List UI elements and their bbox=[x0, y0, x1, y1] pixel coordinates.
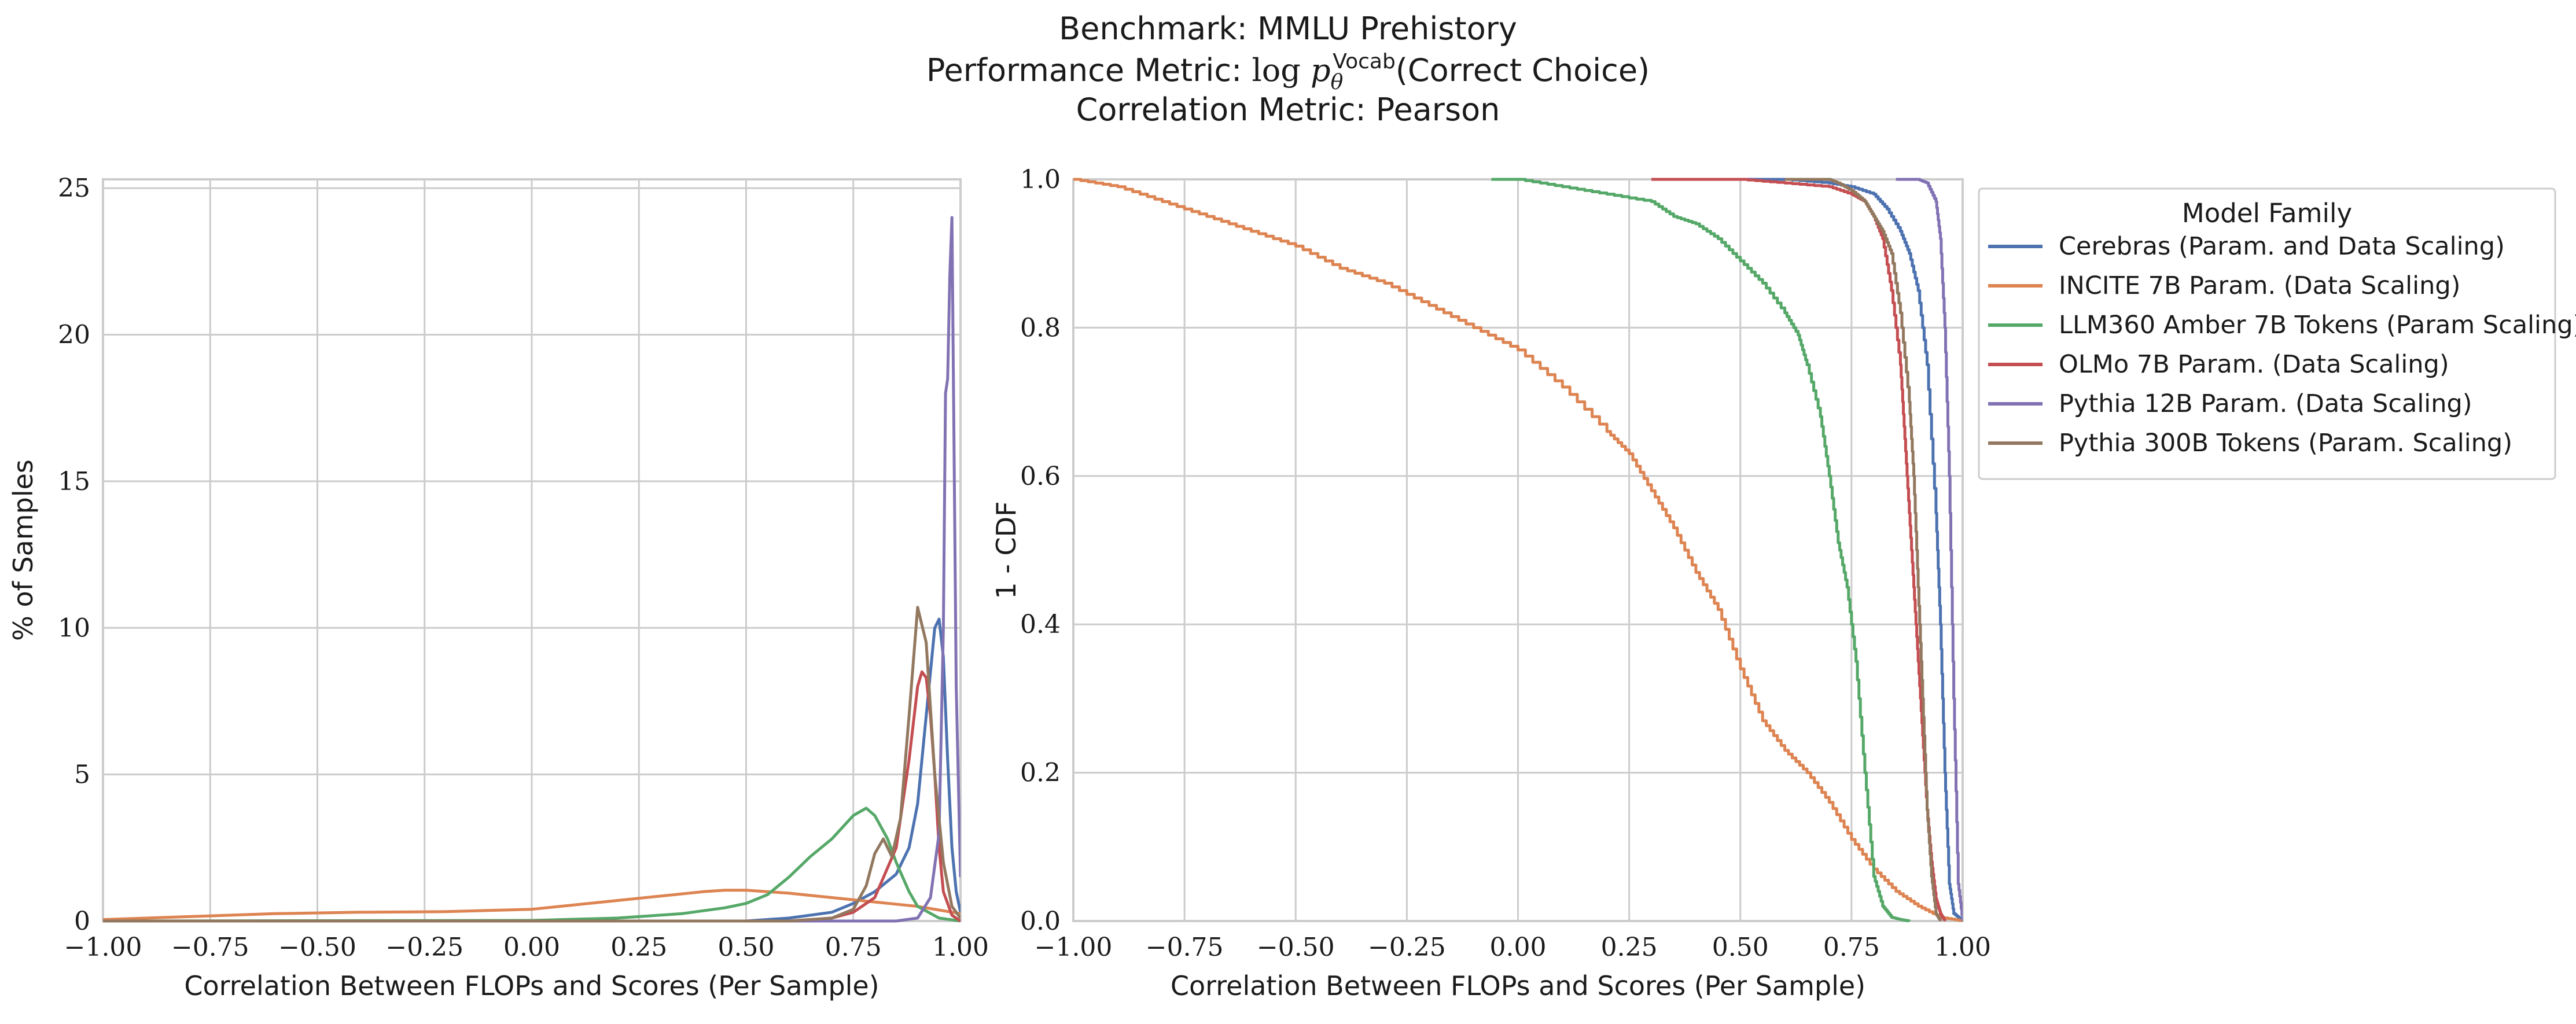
series-line bbox=[1651, 178, 1946, 922]
legend-label: OLMo 7B Param. (Data Scaling) bbox=[2059, 350, 2449, 379]
series-line bbox=[1784, 178, 1942, 922]
y-axis-label: % of Samples bbox=[8, 459, 39, 641]
x-tick-label: 1.00 bbox=[1934, 933, 1991, 962]
x-tick-label: 1.00 bbox=[932, 933, 989, 962]
chart-title-line1: Benchmark: MMLU Prehistory bbox=[1059, 10, 1517, 47]
y-tick-label: 0.4 bbox=[1020, 610, 1061, 639]
x-tick-label: 0.00 bbox=[503, 933, 560, 962]
y-tick-label: 25 bbox=[58, 174, 90, 203]
kde-plot: −1.00 −0.75 −0.50 −0.25 0.00 0.25 0.50 0.75 1.00… bbox=[8, 174, 989, 1001]
x-tick-label: 0.75 bbox=[825, 933, 882, 962]
series-line bbox=[1896, 178, 1963, 921]
series-line bbox=[103, 806, 961, 923]
y-tick-label: 1.0 bbox=[1020, 165, 1061, 194]
x-axis-label: Correlation Between FLOPs and Scores (Pe… bbox=[1171, 970, 1865, 1001]
y-tick-label: 15 bbox=[58, 467, 90, 496]
x-tick-label: 0.25 bbox=[1601, 933, 1658, 962]
x-tick-label: −0.75 bbox=[1146, 933, 1224, 962]
x-tick-label: 0.25 bbox=[610, 933, 667, 962]
chart-title-line3: Correlation Metric: Pearson bbox=[1076, 91, 1500, 128]
x-tick-label: −0.50 bbox=[1257, 933, 1335, 962]
x-axis-label: Correlation Between FLOPs and Scores (Pe… bbox=[184, 970, 879, 1001]
x-tick-label: −1.00 bbox=[64, 933, 142, 962]
series-line bbox=[103, 617, 961, 923]
legend-label: INCITE 7B Param. (Data Scaling) bbox=[2059, 271, 2460, 300]
y-axis-label: 1 - CDF bbox=[991, 501, 1022, 599]
y-tick-label: 20 bbox=[58, 321, 90, 350]
legend-label: LLM360 Amber 7B Tokens (Param Scaling) bbox=[2059, 311, 2576, 340]
legend-label: Pythia 12B Param. (Data Scaling) bbox=[2059, 389, 2472, 418]
x-tick-label: −0.75 bbox=[171, 933, 249, 962]
legend-box bbox=[1978, 187, 2556, 480]
x-tick-label: −0.50 bbox=[278, 933, 356, 962]
y-tick-label: 0.2 bbox=[1020, 758, 1061, 788]
x-tick-label: 0.50 bbox=[1712, 933, 1769, 962]
legend-label: Cerebras (Param. and Data Scaling) bbox=[2059, 232, 2505, 261]
y-tick-label: 0 bbox=[74, 907, 90, 936]
series-line bbox=[103, 606, 961, 923]
legend: Model Family Cerebras (Param. and Data S… bbox=[1978, 187, 2576, 480]
x-tick-label: −0.25 bbox=[1368, 933, 1446, 962]
x-tick-label: 0.50 bbox=[718, 933, 775, 962]
series-line bbox=[1651, 178, 1963, 922]
x-tick-label: −1.00 bbox=[1035, 933, 1113, 962]
chart-title-line2: Performance Metric: log pθVocab(Correct … bbox=[926, 50, 1650, 94]
x-tick-label: 0.75 bbox=[1823, 933, 1880, 962]
x-tick-label: 0.00 bbox=[1490, 933, 1547, 962]
y-tick-label: 0.6 bbox=[1020, 462, 1061, 491]
y-tick-label: 5 bbox=[74, 760, 90, 790]
legend-title: Model Family bbox=[2182, 198, 2352, 229]
series-line bbox=[103, 889, 961, 921]
series-line bbox=[1073, 178, 1963, 922]
y-tick-label: 0.0 bbox=[1020, 907, 1061, 936]
survival-plot: −1.00 −0.75 −0.50 −0.25 0.00 0.25 0.50 0.75 1.00… bbox=[991, 165, 1991, 1001]
series-line bbox=[103, 216, 961, 923]
x-tick-label: −0.25 bbox=[385, 933, 463, 962]
y-tick-label: 10 bbox=[58, 613, 90, 643]
series-line bbox=[1491, 178, 1911, 923]
legend-label: Pythia 300B Tokens (Param. Scaling) bbox=[2059, 429, 2512, 458]
y-tick-label: 0.8 bbox=[1020, 313, 1061, 342]
